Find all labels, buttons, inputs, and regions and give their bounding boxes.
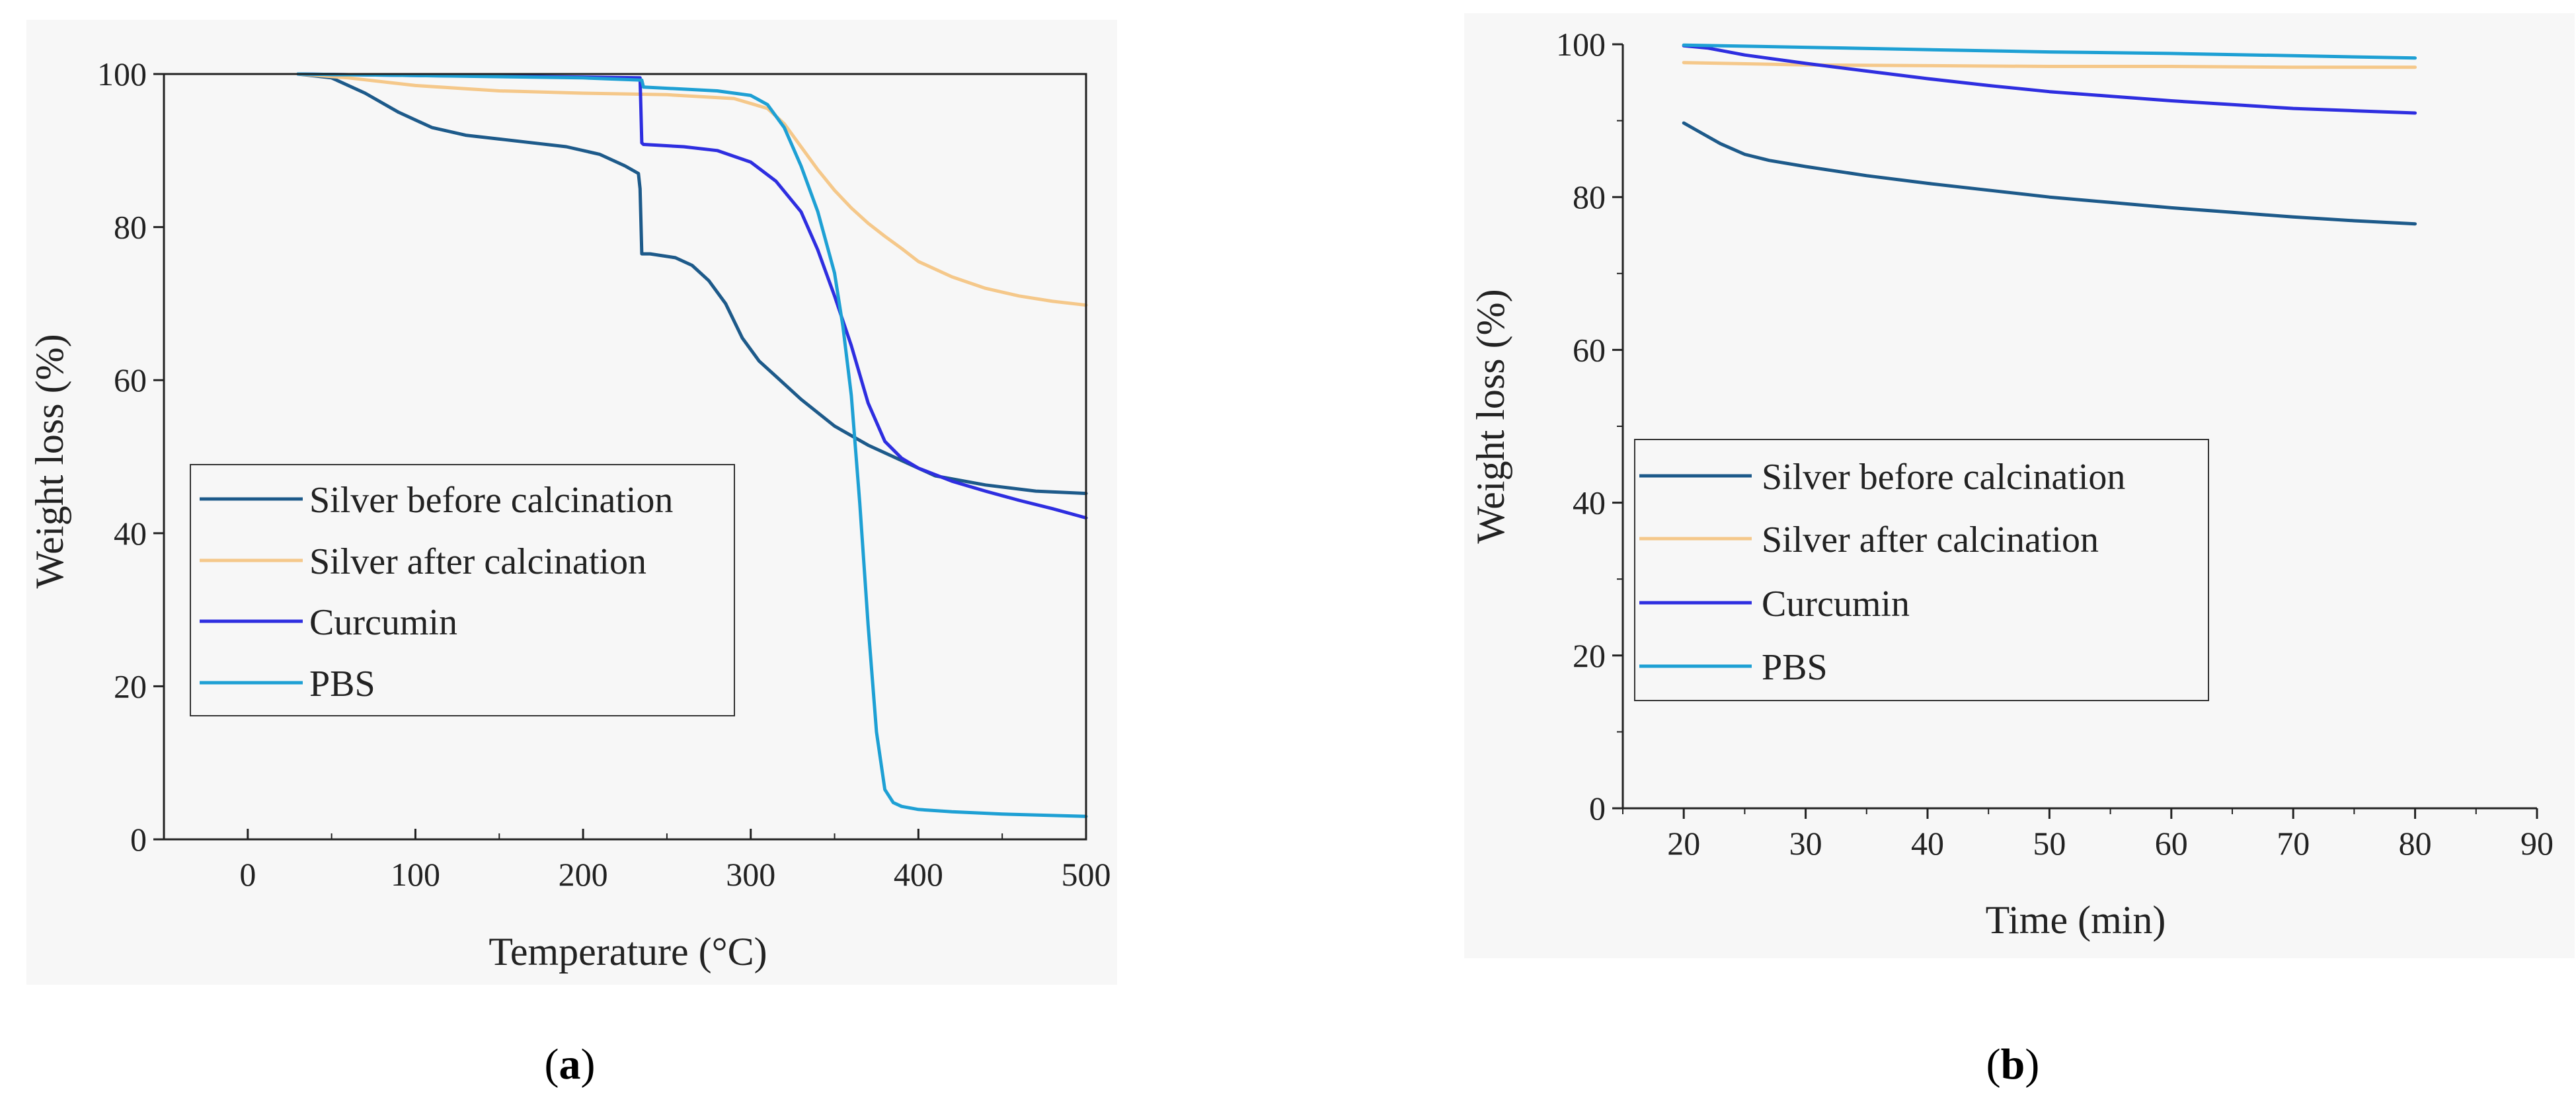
panel-b-series-line-silver-before bbox=[1682, 121, 2417, 226]
panel-a-plot-frame bbox=[163, 73, 1087, 841]
panel-a-legend-label-silver-before: Silver before calcination bbox=[309, 480, 673, 521]
panel-a-legend: Silver before calcination Silver after c… bbox=[190, 464, 735, 716]
panel-b-ytick-label: 80 bbox=[1573, 178, 1606, 215]
panel-b-ytick-label: 20 bbox=[1573, 637, 1606, 674]
panel-a-ytick-label: 80 bbox=[114, 209, 147, 246]
panel-b-legend: Silver before calcination Silver after c… bbox=[1634, 439, 2209, 701]
panel-a-xtick-label: 200 bbox=[559, 856, 608, 893]
panel-a-ytick-label: 100 bbox=[97, 56, 147, 93]
panel-a-caption-letter: a bbox=[559, 1040, 581, 1088]
panel-a-caption: (a) bbox=[545, 1040, 596, 1088]
panel-a-legend-label-silver-after: Silver after calcination bbox=[309, 541, 646, 582]
panel-b-legend-label-curcumin: Curcumin bbox=[1762, 584, 1910, 625]
panel-b-xtick-label: 60 bbox=[2155, 825, 2188, 862]
panel-a-xtick-label: 500 bbox=[1062, 856, 1111, 893]
panel-b-legend-box bbox=[1634, 439, 2209, 701]
panel-b-ytick-label: 40 bbox=[1573, 484, 1606, 521]
panel-a-xtick-label: 100 bbox=[391, 856, 440, 893]
panel-b-legend-label-silver-before: Silver before calcination bbox=[1762, 457, 2125, 498]
panel-b-x-axis-title: Time (min) bbox=[1986, 898, 2166, 942]
panel-a-ticks bbox=[153, 73, 1087, 841]
panel-a-ytick-label: 40 bbox=[114, 515, 147, 552]
panel-a-ytick-label: 0 bbox=[130, 821, 147, 858]
panel-b-series-line-pbs bbox=[1682, 43, 2417, 60]
panel-b-xtick-label: 70 bbox=[2277, 825, 2310, 862]
panel-a-series-line-silver-after bbox=[296, 72, 1088, 307]
panel-a-legend-label-curcumin: Curcumin bbox=[309, 602, 457, 643]
panel-b-caption-letter: b bbox=[2001, 1040, 2025, 1088]
panel-b-ytick-label: 60 bbox=[1573, 331, 1606, 368]
panel-b-ytick-label: 100 bbox=[1556, 26, 1606, 63]
panel-a-series-line-silver-before bbox=[296, 72, 1088, 496]
panel-b-xtick-label: 50 bbox=[2033, 825, 2066, 862]
panel-b-xtick-label: 30 bbox=[1789, 825, 1822, 862]
chart-panel-a: 0 100 200 300 400 500 0 20 40 60 80 100 … bbox=[26, 20, 1117, 1088]
panel-b-xtick-label: 20 bbox=[1667, 825, 1700, 862]
panel-a-xtick-label: 400 bbox=[894, 856, 943, 893]
chart-panel-b: 20 30 40 50 60 70 80 90 0 20 40 60 80 10… bbox=[1464, 13, 2575, 1088]
panel-b-caption: (b) bbox=[1986, 1040, 2040, 1088]
panel-b-series-line-curcumin bbox=[1682, 44, 2417, 115]
panel-a-axes bbox=[163, 73, 1087, 841]
panel-b-lines bbox=[1682, 43, 2417, 226]
panel-b-ytick-label: 0 bbox=[1589, 790, 1606, 827]
panel-a-legend-box bbox=[190, 464, 735, 716]
panel-b-xtick-label: 90 bbox=[2520, 825, 2554, 862]
panel-a-ytick-label: 20 bbox=[114, 668, 147, 705]
panel-b-ticks bbox=[1612, 43, 2538, 819]
panel-a-series-line-curcumin bbox=[296, 72, 1088, 520]
panel-a-x-axis-title: Temperature (°C) bbox=[488, 930, 767, 973]
panel-a-series-line-pbs bbox=[296, 72, 1088, 818]
panel-a-lines bbox=[296, 72, 1088, 818]
panel-b-legend-label-pbs: PBS bbox=[1762, 647, 1828, 688]
panel-b-legend-label-silver-after: Silver after calcination bbox=[1762, 519, 2099, 560]
panel-b-xtick-label: 40 bbox=[1911, 825, 1944, 862]
panel-a-y-axis-title: Weight loss (%) bbox=[28, 334, 71, 588]
panel-b-axes bbox=[1621, 44, 2537, 810]
panel-a-ytick-label: 60 bbox=[114, 362, 147, 399]
panel-b-xtick-label: 80 bbox=[2399, 825, 2432, 862]
panel-b-y-axis-title: Weight loss (%) bbox=[1469, 289, 1512, 543]
panel-a-legend-label-pbs: PBS bbox=[309, 664, 375, 705]
panel-a-xtick-label: 0 bbox=[239, 856, 256, 893]
panel-a-xtick-label: 300 bbox=[726, 856, 775, 893]
